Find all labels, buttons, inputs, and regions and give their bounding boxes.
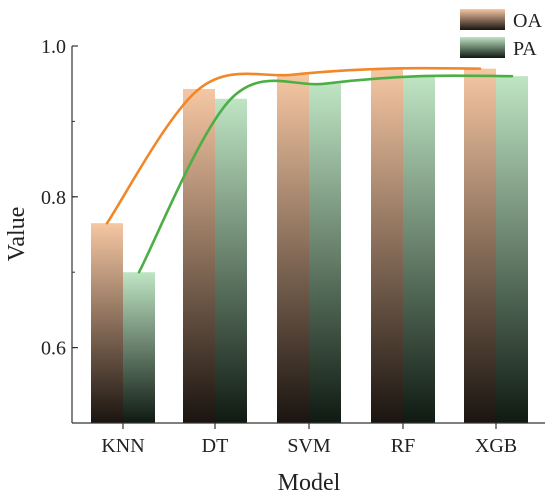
bar-pa-svm bbox=[309, 83, 341, 423]
y-tick-label: 0.6 bbox=[41, 338, 66, 360]
line-pa bbox=[137, 74, 514, 274]
bars-layer bbox=[91, 68, 528, 424]
legend-swatch-pa bbox=[460, 37, 505, 58]
bar-oa-knn bbox=[91, 223, 123, 423]
y-axis-label: Value bbox=[4, 207, 30, 262]
x-tick-label: SVM bbox=[287, 435, 331, 457]
y-tick-label: 0.8 bbox=[41, 187, 66, 209]
x-tick-label: XGB bbox=[475, 435, 517, 457]
x-tick-label: DT bbox=[202, 435, 229, 457]
bar-oa-rf bbox=[371, 68, 403, 424]
bar-pa-rf bbox=[403, 76, 435, 423]
x-tick-label: KNN bbox=[101, 435, 144, 457]
legend-swatch-oa bbox=[460, 9, 505, 30]
bar-pa-knn bbox=[123, 272, 155, 423]
lines-layer bbox=[105, 66, 514, 274]
legend: OA PA bbox=[460, 9, 542, 60]
bar-oa-dt bbox=[183, 88, 215, 423]
x-tick-label: RF bbox=[391, 435, 415, 457]
bar-oa-xgb bbox=[464, 68, 496, 424]
bar-oa-svm bbox=[277, 74, 309, 423]
bar-pa-dt bbox=[215, 98, 247, 423]
x-ticks: KNN DT SVM RF XGB bbox=[101, 423, 517, 457]
y-tick-label: 1.0 bbox=[41, 36, 66, 58]
bar-pa-xgb bbox=[496, 76, 528, 423]
y-ticks: 0.6 0.8 1.0 bbox=[41, 36, 78, 424]
line-oa bbox=[105, 66, 482, 225]
legend-label-pa: PA bbox=[513, 38, 537, 60]
x-axis-label: Model bbox=[278, 470, 341, 496]
legend-label-oa: OA bbox=[513, 10, 542, 32]
